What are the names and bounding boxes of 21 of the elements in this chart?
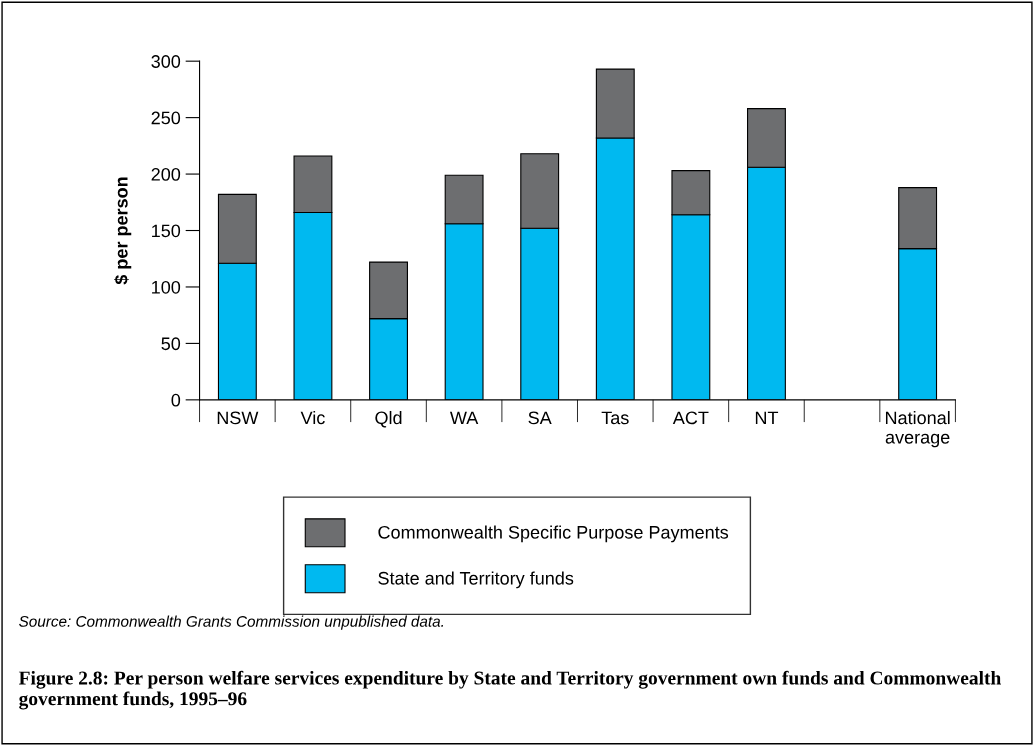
x-tick-label: NSW	[217, 411, 259, 425]
x-tick-label: WA	[449, 411, 479, 425]
legend-label: State and Territory funds	[378, 571, 574, 589]
legend-label: Commonwealth Specific Purpose Payments	[378, 525, 729, 543]
x-tick-label: Tas	[601, 411, 629, 425]
y-tick-label: 150	[152, 224, 181, 238]
y-tick-label: 100	[152, 280, 181, 294]
x-tick-label: Vic	[300, 410, 325, 425]
x-tick-label: ACT	[672, 411, 709, 425]
x-tick-label: National average	[885, 410, 950, 448]
y-tick-label: 50	[161, 337, 181, 351]
x-tick-label: SA	[528, 411, 552, 425]
source-note: Source: Commonwealth Grants Commission unpublished data.	[19, 615, 444, 630]
x-tick-label: Qld	[375, 410, 402, 428]
y-tick-label: 200	[151, 168, 181, 181]
x-tick-label: NT	[755, 411, 779, 425]
y-tick-label: 300	[151, 55, 181, 68]
text: Figure 2.8: Per person welfare services expenditure by State and Territory government own funds and Commonwealth government funds, 1995–96	[18, 670, 1001, 710]
y-tick-label: 0	[171, 393, 181, 407]
y-tick-label: 250	[151, 111, 181, 125]
y-axis-title: $ per person	[114, 177, 132, 285]
